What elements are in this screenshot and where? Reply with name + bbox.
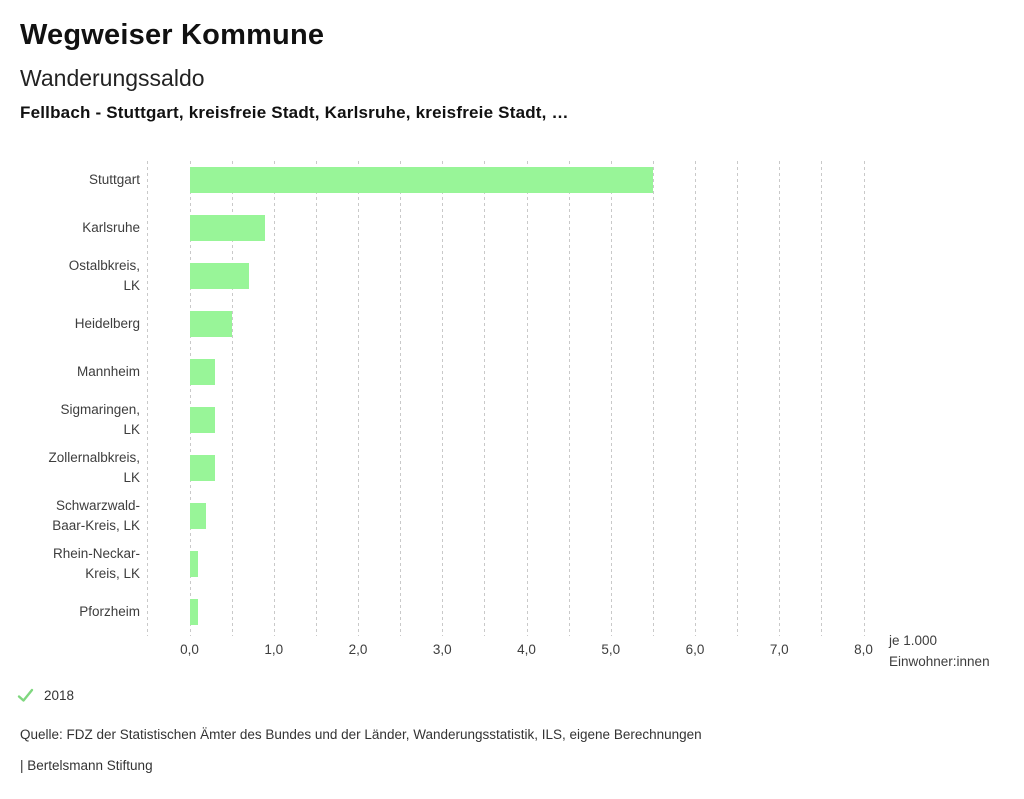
legend-item-2018[interactable]: 2018 xyxy=(17,687,74,704)
gridline xyxy=(821,161,823,636)
gridline xyxy=(652,161,654,636)
category-label: Ostalbkreis, LK xyxy=(68,257,140,294)
gridline xyxy=(695,161,696,636)
gridline xyxy=(568,161,570,636)
gridline xyxy=(737,161,739,636)
source-note: Quelle: FDZ der Statistischen Ämter des … xyxy=(20,727,702,742)
gridline xyxy=(358,161,359,636)
category-label: Rhein-Neckar- Kreis, LK xyxy=(52,545,140,582)
category-label: Karlsruhe xyxy=(82,219,140,235)
x-tick-label: 5,0 xyxy=(601,642,621,657)
category-label: Zollernalbkreis, LK xyxy=(48,449,140,486)
gridline xyxy=(610,161,612,636)
bar-zollernalbkreis-lk[interactable] xyxy=(189,455,215,481)
gridline xyxy=(189,161,191,636)
x-tick-label: 7,0 xyxy=(769,642,789,657)
legend-label: 2018 xyxy=(44,688,75,703)
bar-rhein-neckar-kreis-lk[interactable] xyxy=(189,551,198,577)
bar-ostalbkreis-lk[interactable] xyxy=(189,263,249,289)
bar-schwarzwald-baar-kreis-lk[interactable] xyxy=(189,503,207,529)
bar-karlsruhe[interactable] xyxy=(189,215,266,241)
x-tick-label: 0,0 xyxy=(180,642,199,657)
gridline xyxy=(315,161,317,636)
gridline xyxy=(526,161,528,636)
indicator-title: Wanderungssaldo xyxy=(20,65,205,91)
gridline xyxy=(147,161,149,636)
gridline xyxy=(273,161,275,636)
x-axis-unit-label: je 1.000 Einwohner:innen xyxy=(889,633,990,669)
gridline xyxy=(863,161,865,636)
x-tick-label: 2,0 xyxy=(348,642,368,657)
category-label: Heidelberg xyxy=(74,315,140,331)
x-tick-label: 6,0 xyxy=(685,642,705,657)
category-label: Stuttgart xyxy=(88,171,140,187)
check-icon xyxy=(17,687,34,704)
gridline xyxy=(484,161,486,636)
x-tick-label: 4,0 xyxy=(517,642,536,657)
app-title: Wegweiser Kommune xyxy=(20,19,325,51)
bar-sigmaringen-lk[interactable] xyxy=(189,407,215,433)
category-label: Schwarzwald- Baar-Kreis, LK xyxy=(52,497,140,534)
gridline xyxy=(400,161,402,636)
bar-pforzheim[interactable] xyxy=(189,599,198,625)
x-tick-label: 3,0 xyxy=(432,642,452,657)
category-label: Mannheim xyxy=(76,363,140,379)
comparison-subtitle: Fellbach - Stuttgart, kreisfreie Stadt, … xyxy=(20,103,569,122)
bar-heidelberg[interactable] xyxy=(189,311,232,337)
x-tick-label: 8,0 xyxy=(854,642,873,657)
gridline xyxy=(442,161,444,636)
bar-stuttgart[interactable] xyxy=(189,167,653,193)
category-label: Sigmaringen, LK xyxy=(60,401,140,438)
bar-mannheim[interactable] xyxy=(189,359,215,385)
gridline xyxy=(231,161,233,636)
category-label: Pforzheim xyxy=(79,603,140,619)
attribution: | Bertelsmann Stiftung xyxy=(20,758,153,773)
x-tick-label: 1,0 xyxy=(264,642,284,657)
gridline xyxy=(779,161,781,636)
